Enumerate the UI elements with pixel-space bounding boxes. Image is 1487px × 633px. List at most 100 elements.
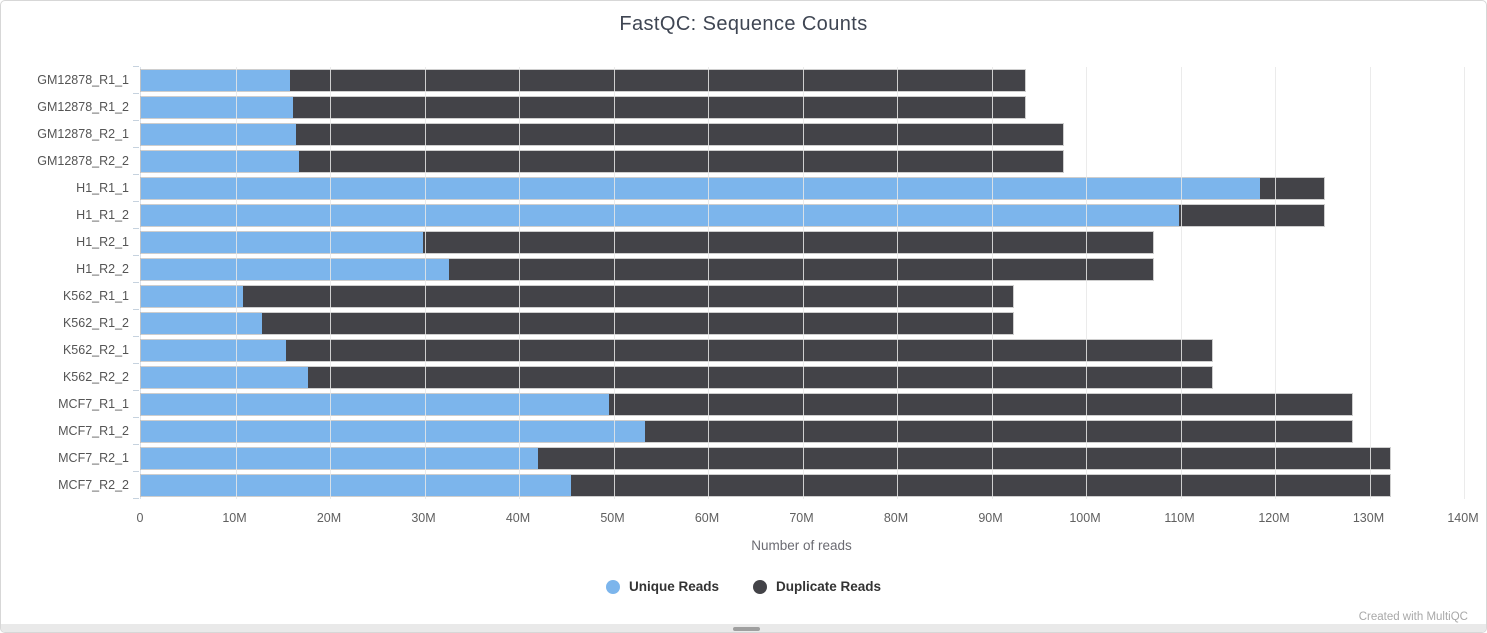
bar-segment-duplicate[interactable]	[285, 340, 1212, 361]
gridline	[330, 67, 331, 499]
y-axis-label: K562_R1_2	[62, 316, 129, 330]
bar-row	[141, 178, 1325, 199]
y-axis-tick	[133, 93, 139, 94]
gridline	[235, 67, 237, 499]
gridline	[1464, 67, 1465, 499]
stacked-bar	[141, 151, 1064, 172]
gridline	[991, 67, 993, 499]
bar-segment-unique[interactable]	[141, 475, 571, 496]
legend-label: Duplicate Reads	[775, 579, 882, 594]
stacked-bar	[141, 97, 1025, 118]
gridline	[897, 67, 898, 499]
y-axis-tick	[133, 201, 139, 202]
bar-row	[141, 151, 1064, 172]
x-axis-tick-label: 30M	[411, 511, 436, 525]
gridline	[1180, 67, 1182, 499]
bar-segment-unique[interactable]	[141, 448, 538, 469]
x-axis-tick-label: 130M	[1352, 511, 1385, 525]
x-axis-tick-label: 60M	[694, 511, 720, 525]
y-axis-tick	[133, 390, 139, 391]
y-axis-tick	[133, 147, 139, 148]
bar-segment-duplicate[interactable]	[1259, 178, 1325, 199]
legend-item-duplicate-reads[interactable]: Duplicate Reads	[752, 579, 882, 594]
y-axis-tick	[133, 255, 139, 256]
x-axis-tick-label: 90M	[978, 511, 1003, 525]
plot-area[interactable]	[140, 67, 1465, 499]
stacked-bar	[141, 232, 1154, 253]
stacked-bar	[141, 70, 1025, 91]
bar-segment-duplicate[interactable]	[644, 421, 1353, 442]
bar-segment-duplicate[interactable]	[1178, 205, 1325, 226]
y-axis-label: MCF7_R2_1	[58, 451, 129, 465]
bar-segment-duplicate[interactable]	[570, 475, 1391, 496]
bar-segment-duplicate[interactable]	[261, 313, 1014, 334]
y-axis-tick	[133, 471, 139, 472]
x-axis-tick-label: 110M	[1164, 511, 1195, 525]
gridline	[1275, 67, 1276, 499]
bar-row	[141, 97, 1025, 118]
bar-segment-unique[interactable]	[141, 394, 609, 415]
gridline	[613, 67, 615, 499]
bar-row	[141, 340, 1212, 361]
bar-segment-duplicate[interactable]	[290, 70, 1025, 91]
x-axis-tick-label: 40M	[505, 511, 531, 525]
stacked-bar	[141, 178, 1325, 199]
bar-segment-unique[interactable]	[141, 286, 244, 307]
bar-segment-duplicate[interactable]	[422, 232, 1154, 253]
y-axis-label: MCF7_R1_1	[58, 397, 129, 411]
y-axis-tick	[133, 174, 139, 175]
y-axis-label: K562_R2_2	[62, 370, 129, 384]
bar-segment-unique[interactable]	[141, 97, 294, 118]
bar-row	[141, 367, 1212, 388]
gridline	[1086, 67, 1087, 499]
y-axis-label: H1_R1_1	[76, 181, 129, 195]
scrollbar-thumb[interactable]	[733, 627, 760, 631]
gridline	[708, 67, 709, 499]
chart-title: FastQC: Sequence Counts	[619, 13, 868, 35]
bar-row	[141, 70, 1025, 91]
bar-segment-duplicate[interactable]	[243, 286, 1014, 307]
bar-row	[141, 286, 1014, 307]
bar-segment-unique[interactable]	[141, 421, 645, 442]
stacked-bar	[141, 421, 1353, 442]
bar-segment-unique[interactable]	[141, 205, 1179, 226]
x-axis-title: Number of reads	[751, 538, 852, 553]
legend: Unique Reads Duplicate Reads	[1, 579, 1486, 594]
bar-row	[141, 394, 1353, 415]
bar-segment-duplicate[interactable]	[295, 124, 1064, 145]
y-axis-tick	[133, 228, 139, 229]
x-axis-tick-label: 120M	[1258, 511, 1290, 525]
bar-segment-duplicate[interactable]	[449, 259, 1154, 280]
y-axis-tick	[133, 336, 139, 337]
x-axis-tick-label: 0	[136, 511, 144, 525]
stacked-bar	[141, 448, 1391, 469]
x-axis-tick-label: 20M	[316, 511, 342, 525]
y-axis-tick	[133, 66, 139, 67]
legend-item-unique-reads[interactable]: Unique Reads	[605, 579, 719, 594]
horizontal-scrollbar[interactable]	[1, 624, 1486, 632]
bar-segment-unique[interactable]	[141, 313, 262, 334]
bar-segment-unique[interactable]	[141, 70, 291, 91]
bar-segment-unique[interactable]	[141, 124, 296, 145]
bar-segment-duplicate[interactable]	[537, 448, 1391, 469]
bar-segment-unique[interactable]	[141, 340, 286, 361]
y-axis-tick	[133, 120, 139, 121]
bar-segment-unique[interactable]	[141, 367, 309, 388]
bar-segment-duplicate[interactable]	[293, 97, 1025, 118]
y-axis-label: K562_R2_1	[62, 343, 129, 357]
stacked-bar	[141, 475, 1391, 496]
bar-row	[141, 475, 1391, 496]
bar-segment-unique[interactable]	[141, 178, 1260, 199]
bar-segment-unique[interactable]	[141, 259, 450, 280]
y-axis-tick	[133, 498, 139, 499]
stacked-bar	[141, 340, 1212, 361]
x-axis-tick-label: 140M	[1447, 511, 1479, 525]
bar-segment-duplicate[interactable]	[308, 367, 1212, 388]
bar-segment-duplicate[interactable]	[298, 151, 1064, 172]
y-axis-tick	[133, 309, 139, 310]
x-axis-tick-label: 80M	[883, 511, 909, 525]
bar-segment-unique[interactable]	[141, 151, 299, 172]
bar-segment-unique[interactable]	[141, 232, 423, 253]
bar-segment-duplicate[interactable]	[608, 394, 1353, 415]
